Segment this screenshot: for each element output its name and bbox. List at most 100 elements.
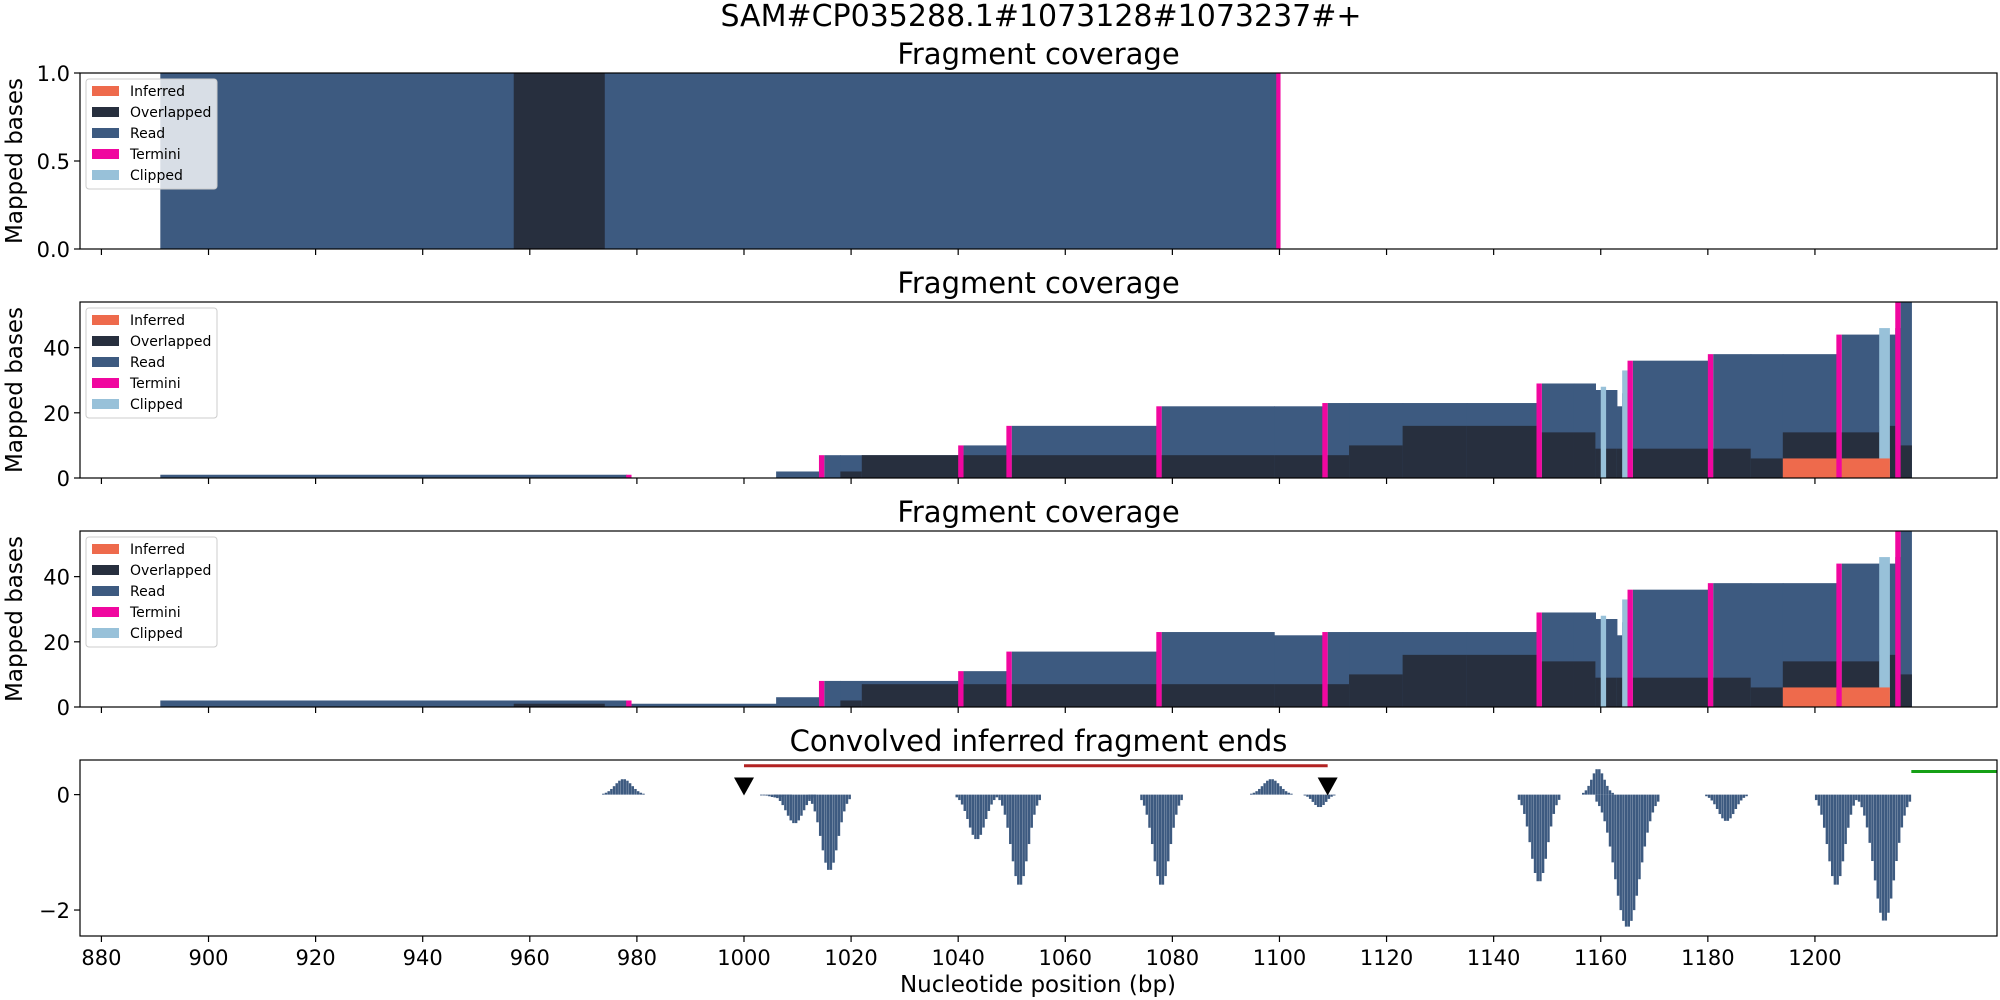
fragment-end-bar <box>1635 794 1639 896</box>
termini-marker <box>818 455 825 478</box>
fragment-end-bar <box>1276 783 1280 795</box>
legend-frame <box>85 78 218 190</box>
termini-marker <box>1006 425 1012 478</box>
legend-frame <box>85 536 218 648</box>
overlapped-coverage-bar <box>1402 425 1468 478</box>
overlapped-coverage-bar <box>513 703 606 707</box>
y-tick-label: 0.0 <box>37 238 70 262</box>
fragment-end-bar <box>1541 794 1545 874</box>
fragment-end-bar <box>958 794 961 801</box>
read-coverage-bar <box>160 700 515 707</box>
fragment-end-bar <box>1833 794 1837 885</box>
overlapped-coverage-bar <box>1900 674 1912 707</box>
fragment-end-bar <box>840 794 843 823</box>
fragment-end-bar <box>1169 794 1173 845</box>
fragment-end-bar <box>1263 783 1266 795</box>
overlapped-coverage-bar <box>1750 687 1784 707</box>
fragment-end-bar <box>607 791 610 795</box>
fragment-end-bar <box>1252 792 1256 795</box>
fragment-end-bar <box>1533 794 1537 874</box>
fragment-end-bar <box>1330 794 1333 797</box>
fragment-end-bar <box>1905 794 1909 808</box>
clipped-coverage-bar <box>1879 328 1890 478</box>
fragment-end-bar <box>1547 794 1550 843</box>
overlapped-coverage-bar <box>1327 455 1350 478</box>
fragment-end-bar <box>1889 794 1893 899</box>
fragment-end-bar <box>1022 794 1025 877</box>
fragment-end-bar <box>1531 794 1534 859</box>
legend-label-read: Read <box>130 126 165 142</box>
clipped-coverage-bar <box>1879 557 1890 707</box>
legend-label-overlapped: Overlapped <box>130 105 211 121</box>
fragment-end-bar <box>776 794 779 799</box>
x-tick-label: 1080 <box>1146 946 1199 970</box>
fragment-end-bar <box>1849 794 1853 815</box>
x-tick-label: 960 <box>510 946 550 970</box>
read-coverage-bar <box>1750 583 1784 707</box>
fragment-end-bar <box>636 791 640 795</box>
fragment-end-bar <box>1900 794 1904 828</box>
legend-label-termini: Termini <box>129 605 181 621</box>
fragment-end-bar <box>990 794 993 805</box>
fragment-end-bar <box>1582 792 1585 795</box>
fragment-end-bar <box>1731 794 1735 815</box>
fragment-end-bar <box>786 794 790 816</box>
y-tick-label: 0 <box>57 696 70 720</box>
fragment-end-bar <box>843 794 846 812</box>
fragment-end-bar <box>1167 794 1170 862</box>
x-tick-label: 1000 <box>717 946 770 970</box>
fragment-end-bar <box>1739 794 1743 801</box>
overlapped-coverage-bar <box>1011 684 1157 707</box>
fragment-end-bar <box>1148 794 1151 828</box>
fragment-end-bar <box>1844 794 1847 845</box>
fragment-end-bar <box>1142 794 1146 806</box>
fragment-end-bar <box>987 794 991 811</box>
read-coverage-bar <box>1616 635 1623 707</box>
panel-3-y-axis-label: Mapped bases <box>2 536 28 702</box>
read-coverage-bar <box>824 680 841 707</box>
fragment-end-bar <box>623 779 626 795</box>
fragment-end-bar <box>1847 794 1850 828</box>
fragment-end-bar <box>968 794 972 828</box>
termini-marker <box>1156 406 1162 478</box>
fragment-end-bar <box>1895 794 1898 862</box>
clipped-coverage-bar <box>1622 599 1628 707</box>
x-tick-label: 1140 <box>1467 946 1520 970</box>
fragment-end-bar <box>1327 794 1331 799</box>
x-tick-label: 880 <box>81 946 121 970</box>
fragment-end-bar <box>1616 794 1620 896</box>
x-tick-label: 940 <box>403 946 443 970</box>
fragment-end-bar <box>848 794 851 800</box>
fragment-end-bar <box>1033 794 1036 815</box>
panel-4-frame <box>79 759 1998 937</box>
panel-4-title: Convolved inferred fragment ends <box>790 724 1288 758</box>
termini-marker <box>1836 334 1842 478</box>
fragment-end-bar <box>1718 794 1722 815</box>
fragment-end-bar <box>768 794 771 797</box>
fragment-end-bar <box>1153 794 1157 862</box>
overlapped-coverage-bar <box>1161 455 1275 478</box>
fragment-end-bar <box>1268 779 1272 795</box>
x-tick-label: 1040 <box>931 946 984 970</box>
fragment-end-bar <box>1726 794 1730 821</box>
fragment-end-bar <box>802 794 806 811</box>
fragment-end-bar <box>1260 786 1264 795</box>
legend-label-read: Read <box>130 355 165 371</box>
x-tick-label: 1120 <box>1360 946 1413 970</box>
fragment-end-bar <box>1284 791 1288 795</box>
fragment-end-bar <box>770 794 774 797</box>
fragment-end-bar <box>1640 794 1644 863</box>
termini-marker <box>1156 632 1162 707</box>
fragment-end-bar <box>1860 794 1863 808</box>
legend-label-clipped: Clipped <box>130 626 183 642</box>
fragment-end-bar <box>1598 794 1601 807</box>
fragment-end-bar <box>816 794 819 823</box>
legend-swatch-overlapped <box>92 565 119 575</box>
panel-1-legend: Inferred Overlapped Read Termini Clipped <box>85 78 218 190</box>
x-tick-label: 900 <box>188 946 228 970</box>
panel-3-plot <box>160 531 1912 707</box>
fragment-end-bar <box>1175 794 1178 815</box>
panel-3-title: Fragment coverage <box>897 495 1179 529</box>
fragment-end-bar <box>1333 794 1336 796</box>
legend-label-termini: Termini <box>129 376 181 392</box>
